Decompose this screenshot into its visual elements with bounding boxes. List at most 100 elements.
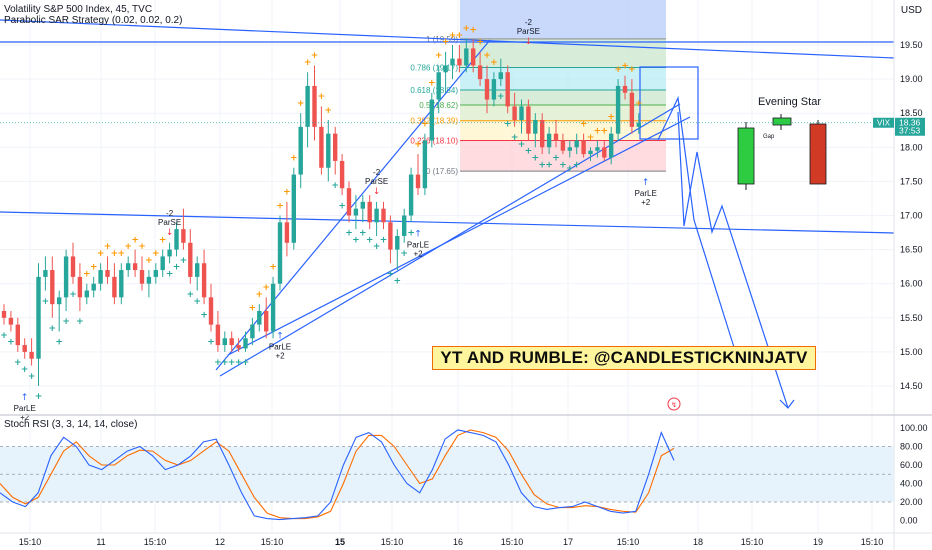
candle-body xyxy=(236,345,241,349)
promo-banner: YT AND RUMBLE: @CANDLESTICKNINJATV xyxy=(432,346,816,370)
candle-body xyxy=(298,126,303,175)
stoch-tick: 20.00 xyxy=(900,497,923,507)
candle-body xyxy=(112,276,117,298)
time-tick: 15:10 xyxy=(381,537,404,547)
sar-marker: + xyxy=(7,338,15,348)
time-tick: 15:10 xyxy=(861,537,884,547)
sar-marker: + xyxy=(256,290,264,300)
sar-marker: + xyxy=(559,160,567,170)
last-price-value: 18.36 xyxy=(899,118,921,128)
stoch-rsi-label: Stoch RSI (3, 3, 14, 14, close) xyxy=(4,419,138,430)
sar-marker: + xyxy=(83,269,91,279)
sar-marker: + xyxy=(552,154,560,164)
candle-body xyxy=(84,290,89,298)
signal-label: -2 xyxy=(373,168,381,177)
sar-marker: + xyxy=(394,276,402,286)
signal-label: ParLE xyxy=(14,404,36,413)
sar-marker: + xyxy=(532,154,540,164)
price-tick: 18.50 xyxy=(900,108,923,118)
fib-zone xyxy=(460,120,666,141)
candle-body xyxy=(291,174,296,243)
candle-body xyxy=(105,270,110,277)
candle-body xyxy=(622,85,628,93)
sar-marker: + xyxy=(469,25,477,35)
sar-marker: + xyxy=(325,106,333,116)
stoch-tick: 80.00 xyxy=(900,442,923,452)
candle-body xyxy=(195,263,200,277)
candle-body xyxy=(429,99,434,141)
candle-body xyxy=(57,297,62,305)
candle-body xyxy=(277,222,283,284)
fib-zone xyxy=(460,90,666,106)
sar-marker: + xyxy=(373,242,381,252)
sar-marker: + xyxy=(601,126,609,136)
flash-icon xyxy=(667,397,681,411)
sar-marker: + xyxy=(366,235,374,245)
price-tick: 16.00 xyxy=(900,279,923,289)
fib-label: 0 (17.65) xyxy=(426,167,458,176)
time-tick: 15 xyxy=(335,537,345,547)
candle-body xyxy=(574,140,579,148)
sar-marker: + xyxy=(318,92,326,102)
candle-body xyxy=(360,201,365,209)
sar-marker: + xyxy=(0,331,8,341)
candle-body xyxy=(139,270,145,284)
sar-marker: + xyxy=(428,79,436,89)
sar-marker: + xyxy=(435,51,443,61)
candle-body xyxy=(264,310,269,332)
candle-body xyxy=(457,58,462,66)
signals: ↑ParLE+2-2ParSE↓↑ParLE+2-2ParSE↓↑ParLE+2… xyxy=(14,18,657,422)
time-tick: 12 xyxy=(215,537,225,547)
sar-marker: + xyxy=(90,263,98,273)
candle-body xyxy=(636,122,641,127)
bull-candle xyxy=(737,127,755,185)
currency-label[interactable]: USD xyxy=(900,5,922,16)
candles xyxy=(1,38,641,386)
candle-body xyxy=(160,256,165,271)
sar-marker: + xyxy=(352,235,360,245)
sar-marker: + xyxy=(152,249,160,259)
candle-body xyxy=(464,48,469,66)
candle-body xyxy=(91,283,96,291)
sar-marker: + xyxy=(242,358,250,368)
sar-marker: + xyxy=(35,392,43,402)
time-tick: 19 xyxy=(813,537,823,547)
time-tick: 15:10 xyxy=(144,537,167,547)
candle-body xyxy=(436,72,441,100)
candle-body xyxy=(512,106,517,121)
sar-marker: + xyxy=(159,235,167,245)
sar-marker: + xyxy=(587,133,595,143)
signal-label: +2 xyxy=(20,413,30,422)
time-tick: 11 xyxy=(96,537,105,547)
sar-marker: + xyxy=(262,283,270,293)
candle-body xyxy=(519,106,524,121)
sar-marker: + xyxy=(345,229,353,239)
sar-marker: + xyxy=(283,188,291,198)
last-price-badge xyxy=(895,117,925,136)
candle-body xyxy=(174,229,179,250)
candle-body xyxy=(553,133,559,141)
candle-body xyxy=(381,208,386,223)
sar-marker: + xyxy=(538,160,546,170)
candle-body xyxy=(36,276,41,359)
stoch-tick: 0.00 xyxy=(900,516,918,526)
sar-marker: + xyxy=(304,58,312,68)
sar-marker: + xyxy=(104,242,112,252)
sar-marker: + xyxy=(42,297,50,307)
signal-label: +2 xyxy=(641,198,651,207)
time-tick: 15:10 xyxy=(501,537,524,547)
candle-body xyxy=(450,58,455,66)
candle-body xyxy=(312,85,317,127)
candle-body xyxy=(132,263,138,271)
trend-line xyxy=(215,39,491,371)
sar-marker: + xyxy=(180,256,188,266)
sar-marker: + xyxy=(76,317,84,327)
fib-label: 0.236 (18.10) xyxy=(410,136,458,145)
sar-marker: + xyxy=(200,310,208,320)
candle-body xyxy=(1,310,7,318)
trend-line xyxy=(0,211,895,234)
fib-zone xyxy=(460,105,666,121)
sar-marker: + xyxy=(166,269,174,279)
sar-marker: + xyxy=(511,133,519,143)
